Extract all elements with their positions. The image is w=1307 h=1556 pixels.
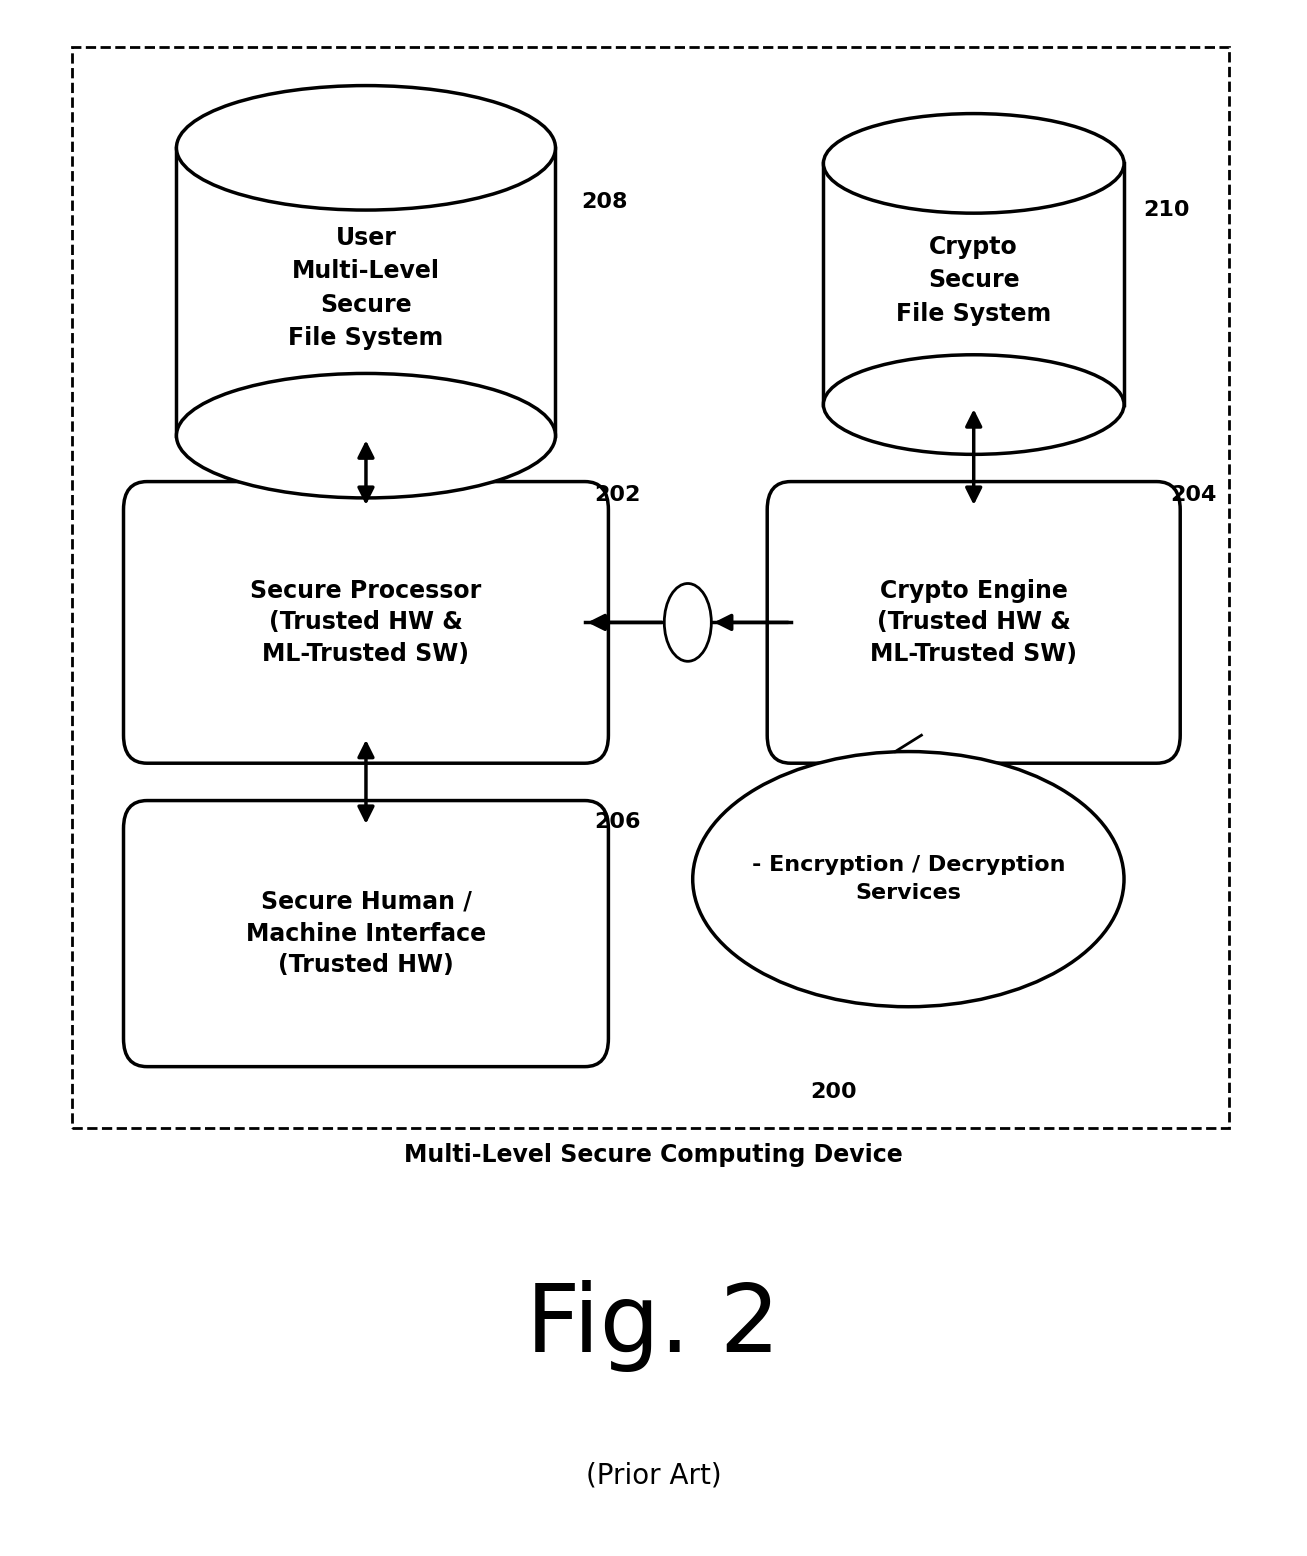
Ellipse shape (176, 86, 555, 210)
Text: Crypto Engine
(Trusted HW &
ML-Trusted SW): Crypto Engine (Trusted HW & ML-Trusted S… (870, 579, 1077, 666)
Text: 204: 204 (1170, 485, 1216, 504)
Ellipse shape (823, 355, 1124, 454)
Text: 206: 206 (595, 812, 642, 831)
FancyBboxPatch shape (123, 482, 608, 764)
Ellipse shape (823, 114, 1124, 213)
Text: Secure Human /
Machine Interface
(Trusted HW): Secure Human / Machine Interface (Truste… (246, 890, 486, 977)
Text: 200: 200 (810, 1083, 857, 1102)
Text: 208: 208 (582, 193, 629, 212)
Ellipse shape (176, 373, 555, 498)
Ellipse shape (176, 86, 555, 210)
FancyBboxPatch shape (767, 482, 1180, 764)
Ellipse shape (664, 584, 711, 661)
Ellipse shape (823, 114, 1124, 213)
Text: Multi-Level Secure Computing Device: Multi-Level Secure Computing Device (404, 1142, 903, 1167)
Text: 210: 210 (1144, 201, 1191, 219)
Polygon shape (823, 163, 1124, 405)
Text: Fig. 2: Fig. 2 (527, 1279, 780, 1372)
Text: (Prior Art): (Prior Art) (586, 1461, 721, 1489)
Polygon shape (176, 148, 555, 436)
Text: User
Multi-Level
Secure
File System: User Multi-Level Secure File System (289, 226, 443, 350)
Text: Crypto
Secure
File System: Crypto Secure File System (897, 235, 1051, 325)
FancyBboxPatch shape (72, 47, 1229, 1128)
Text: 202: 202 (595, 485, 640, 504)
Ellipse shape (693, 752, 1124, 1007)
Text: Secure Processor
(Trusted HW &
ML-Trusted SW): Secure Processor (Trusted HW & ML-Truste… (251, 579, 481, 666)
Text: - Encryption / Decryption
Services: - Encryption / Decryption Services (752, 856, 1065, 902)
FancyBboxPatch shape (123, 800, 608, 1067)
